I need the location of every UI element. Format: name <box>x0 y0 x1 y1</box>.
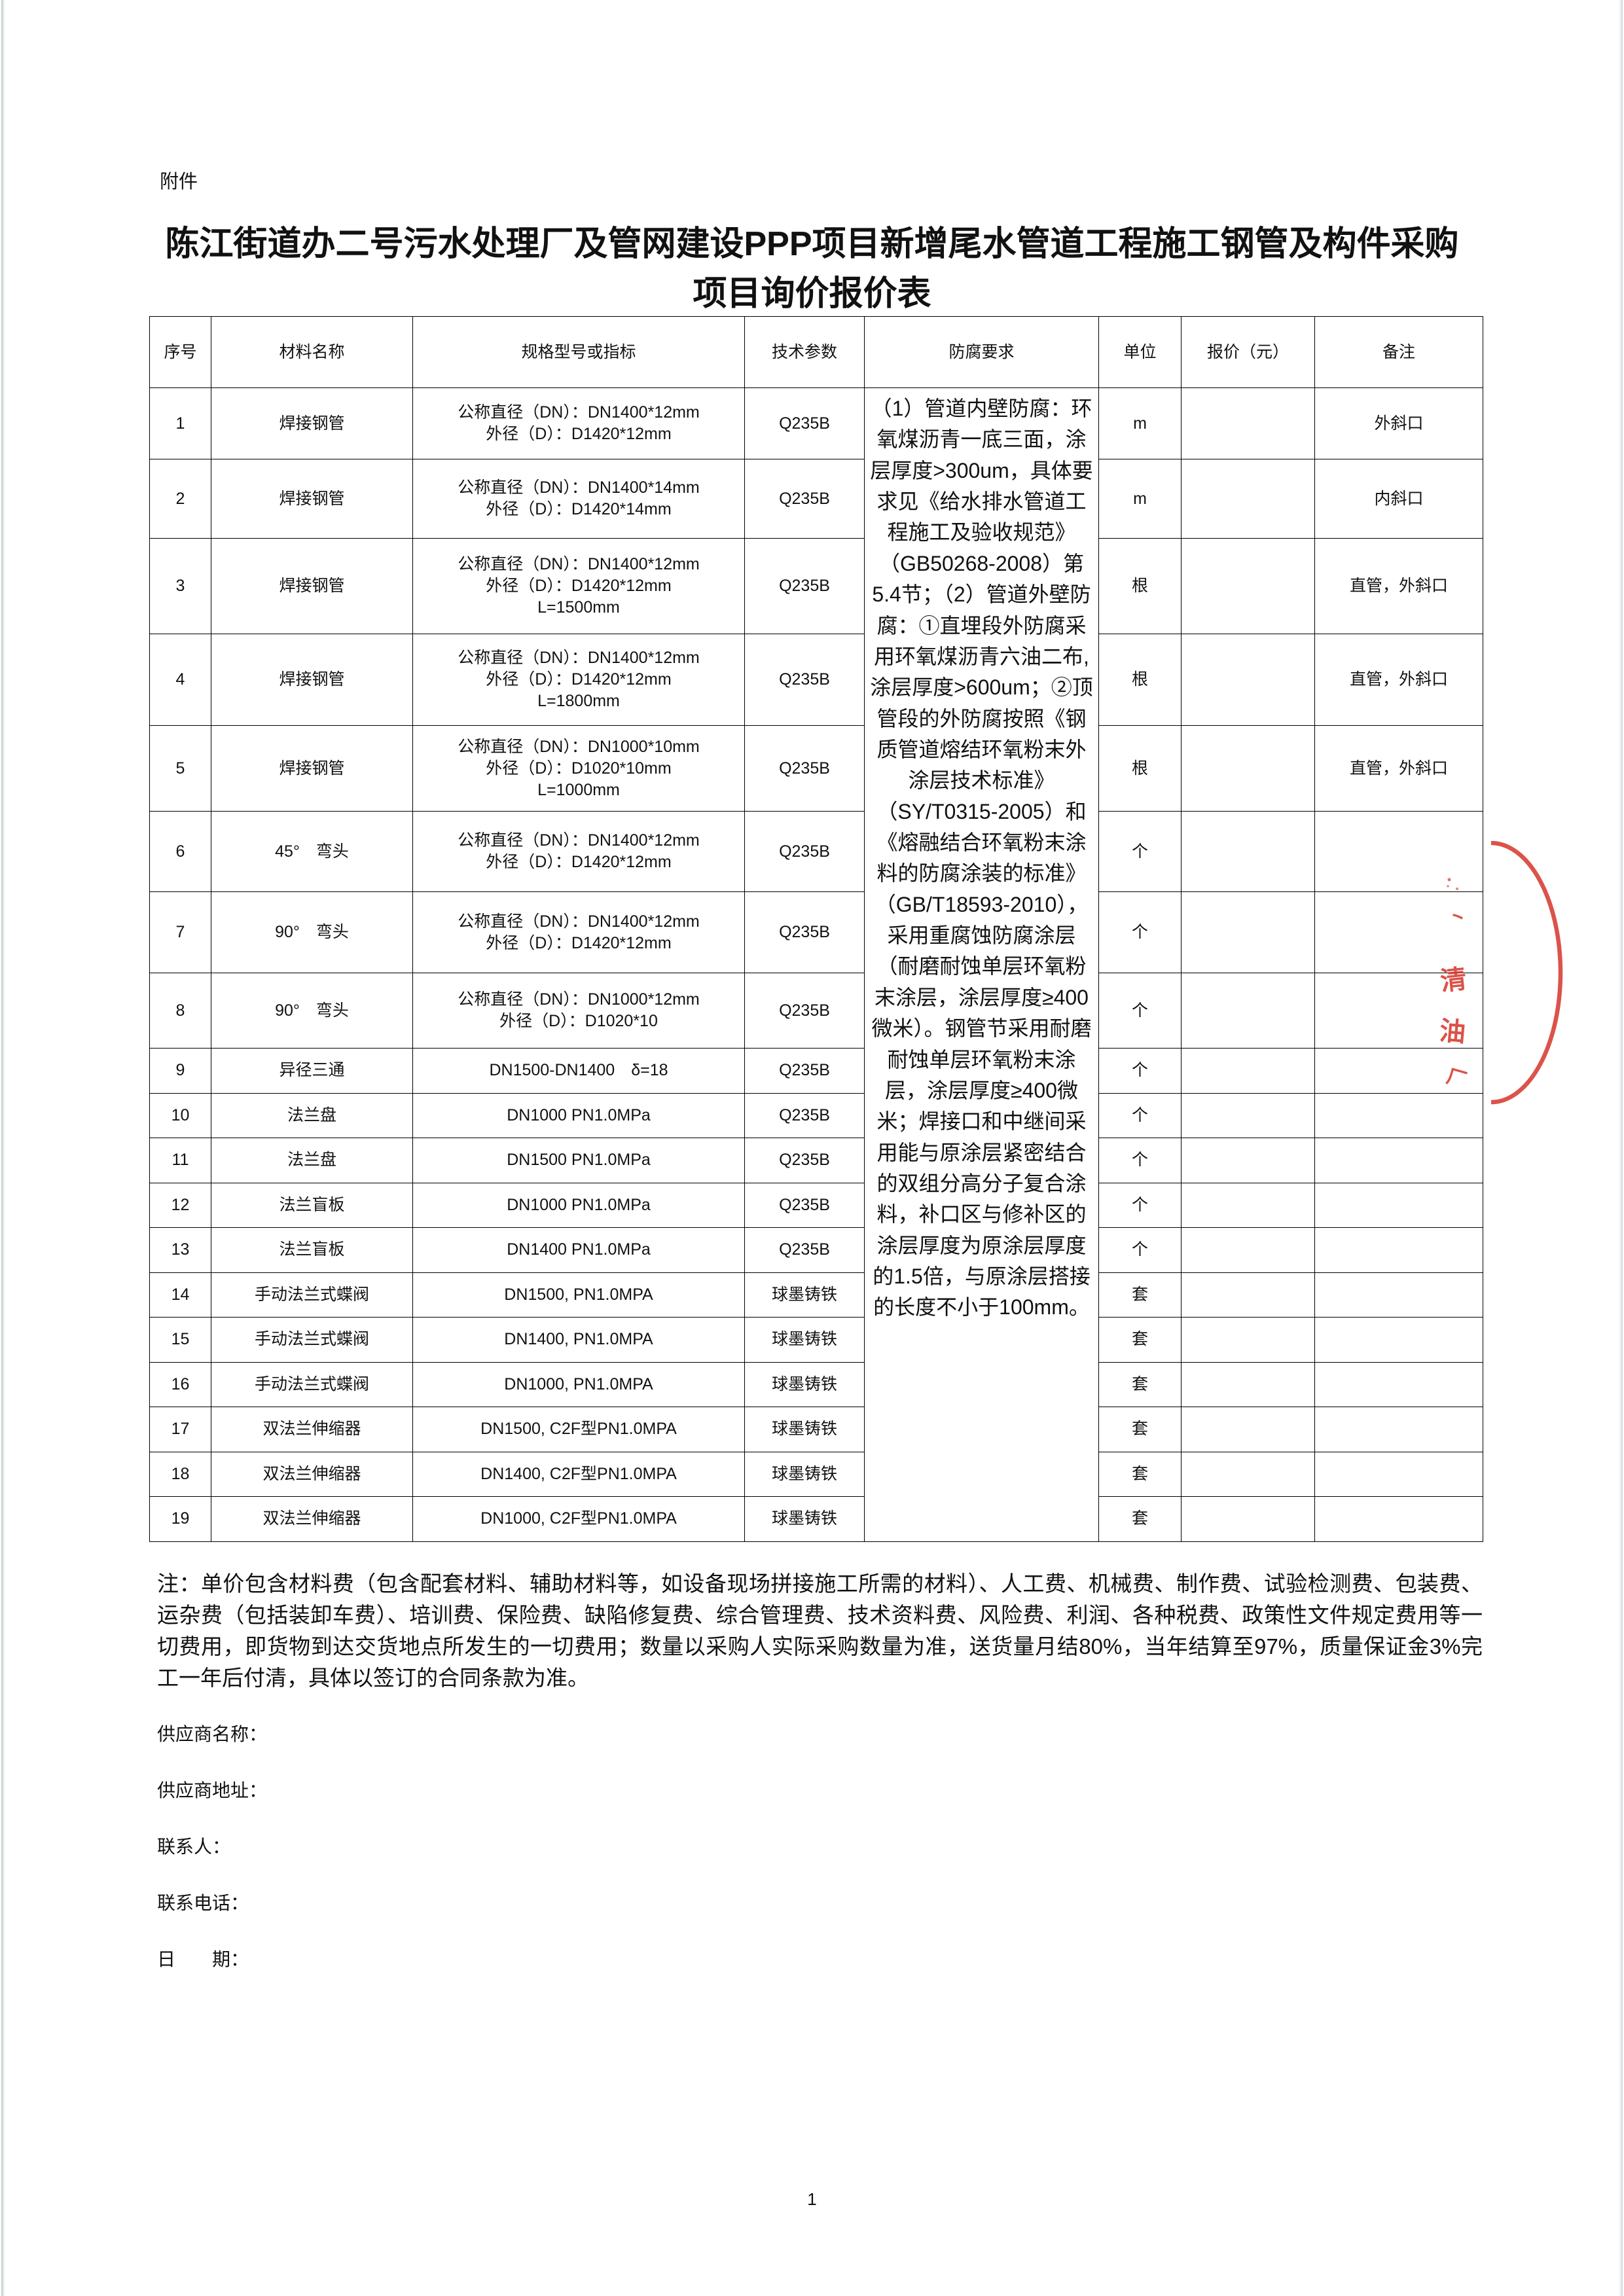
svg-text:油: 油 <box>1438 1016 1467 1047</box>
svg-text:丶: 丶 <box>1446 905 1470 931</box>
svg-text:清: 清 <box>1439 965 1468 996</box>
svg-text:厂: 厂 <box>1444 1066 1469 1092</box>
